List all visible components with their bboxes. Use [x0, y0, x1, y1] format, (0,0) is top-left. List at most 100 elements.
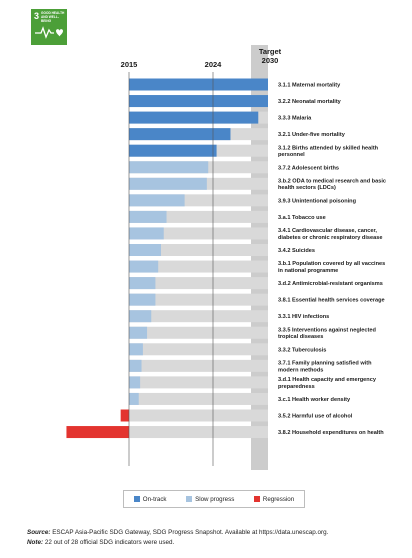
bar-regression — [120, 409, 129, 422]
indicator-label-line: health sectors (LDCs) — [278, 185, 336, 191]
indicator-label-line: in national programme — [278, 268, 338, 274]
legend-label-on-track: On-track — [142, 495, 167, 503]
indicator-label-line: 3.7.1 Family planning satisfied with — [278, 361, 372, 367]
note-label: Note: — [27, 538, 44, 546]
bar-on-track — [129, 95, 268, 108]
bar-track — [129, 359, 268, 372]
indicator-label-line: 3.b.2 ODA to medical research and basic — [278, 178, 386, 184]
source-label: Source: — [27, 529, 51, 536]
indicator-label-line: 3.2.2 Neonatal mortality — [278, 99, 342, 105]
bar-on-track — [129, 111, 259, 124]
bar-on-track — [129, 78, 268, 91]
legend-swatch-on-track — [133, 496, 140, 502]
bar-slow — [129, 177, 207, 190]
indicator-label: 3.2.2 Neonatal mortality — [278, 99, 342, 105]
legend-swatch-slow-progress — [186, 496, 193, 502]
bar-slow — [129, 244, 161, 256]
bar-slow — [129, 161, 209, 174]
bar-slow — [129, 310, 152, 323]
goal-number: 3 — [34, 11, 40, 21]
bar-track — [129, 244, 268, 256]
indicator-label-line: 3.8.2 Household expenditures on health — [278, 430, 384, 436]
indicator-label: 3.5.2 Harmful use of alcohol — [278, 414, 353, 420]
current-year-label: 2024 — [205, 60, 223, 69]
bar-slow — [129, 392, 139, 405]
indicator-label: 3.7.1 Family planning satisfied with mode… — [278, 361, 372, 374]
bar-slow — [129, 359, 142, 372]
bar-slow — [129, 343, 143, 356]
indicator-label-line: 3.7.2 Adolescent births — [278, 165, 339, 171]
legend-item-regression: Regression — [253, 495, 295, 503]
indicator-label: 3.b.1 Population covered by all vaccines… — [278, 261, 385, 274]
bar-regression — [66, 426, 129, 439]
indicator-label-line: preparedness — [278, 384, 315, 390]
bar-track — [129, 277, 268, 290]
indicator-label-line: personnel — [278, 152, 305, 158]
bar-track — [129, 376, 268, 389]
indicator-label-line: 3.8.1 Essential health services coverage — [278, 298, 385, 304]
indicator-label: 3.1.2 Births attended by skilled health p… — [278, 145, 379, 158]
source-note: Source: ESCAP Asia-Pacific SDG Gateway, … — [27, 528, 328, 538]
legend-item-on-track: On-track — [133, 495, 167, 503]
indicator-label-line: 3.4.2 Suicides — [278, 248, 315, 254]
indicator-label-line: 3.5.2 Harmful use of alcohol — [278, 414, 353, 420]
indicator-label: 3.3.3 Malaria — [278, 116, 312, 122]
indicator-label: 3.4.2 Suicides — [278, 248, 315, 254]
indicator-label-line: 3.b.1 Population covered by all vaccines — [278, 261, 385, 267]
indicator-label: 3.2.1 Under-five mortality — [278, 132, 346, 138]
indicator-label-line: 3.2.1 Under-five mortality — [278, 132, 346, 138]
legend: On-track Slow progress Regression — [123, 490, 305, 508]
indicator-label-line: 3.4.1 Cardiovascular disease, cancer, — [278, 228, 377, 234]
bar-slow — [129, 277, 156, 290]
progress-chart: Target 2030 2015 2024 3.1.1 Maternal mor… — [66, 45, 386, 470]
indicator-label-line: 3.9.3 Unintentional poisoning — [278, 198, 357, 204]
target-label-line2: 2030 — [262, 56, 279, 65]
indicator-label-line: modern methods — [278, 367, 323, 373]
indicator-label: 3.4.1 Cardiovascular disease, cancer, dia… — [278, 228, 382, 241]
indicator-label: 3.3.1 HIV infections — [278, 314, 329, 320]
bar-slow — [129, 227, 164, 240]
indicator-label: 3.d.1 Health capacity and emergency prepa… — [278, 377, 377, 390]
bar-on-track — [129, 128, 231, 141]
bar-on-track — [129, 144, 217, 157]
bar-track — [129, 409, 268, 422]
note-line: Note: 22 out of 28 official SDG indicato… — [27, 538, 328, 548]
bar-slow — [129, 260, 159, 273]
indicator-label: 3.c.1 Health worker density — [278, 397, 351, 403]
legend-swatch-regression — [253, 496, 260, 502]
indicator-label: 3.8.2 Household expenditures on health — [278, 430, 384, 436]
legend-item-slow-progress: Slow progress — [186, 496, 234, 503]
note-text: 22 out of 28 official SDG indicators wer… — [43, 538, 175, 546]
indicator-label: 3.8.1 Essential health services coverage — [278, 298, 385, 304]
legend-label-regression: Regression — [262, 495, 295, 503]
goal-title: GOOD HEALTH AND WELL-BEING — [41, 11, 65, 23]
indicator-label: 3.b.2 ODA to medical research and basic h… — [278, 178, 386, 191]
indicator-label-line: 3.3.1 HIV infections — [278, 314, 329, 320]
indicator-label-line: 3.1.2 Births attended by skilled health — [278, 145, 379, 151]
bar-track — [129, 343, 268, 356]
bar-slow — [129, 293, 156, 306]
bar-slow — [129, 194, 185, 207]
indicator-label: 3.d.2 Antimicrobial-resistant organisms — [278, 281, 383, 287]
bar-track — [129, 310, 268, 323]
indicator-label-line: 3.d.2 Antimicrobial-resistant organisms — [278, 281, 383, 287]
heartbeat-icon — [35, 26, 63, 39]
indicator-label-line: diabetes or chronic respiratory disease — [278, 235, 382, 241]
indicator-label-line: 3.3.5 Interventions against neglected — [278, 327, 377, 333]
target-2030-column — [251, 45, 268, 470]
bar-track — [129, 326, 268, 339]
indicator-label-line: 3.c.1 Health worker density — [278, 397, 351, 403]
bar-track — [129, 293, 268, 306]
bar-track — [129, 260, 268, 273]
bar-slow — [129, 210, 167, 223]
target-label-line1: Target — [259, 47, 282, 56]
bar-slow — [129, 376, 141, 389]
start-year-label: 2015 — [121, 60, 138, 69]
indicator-label-line: 3.a.1 Tobacco use — [278, 215, 326, 221]
bar-slow — [129, 326, 148, 339]
indicator-label: 3.3.5 Interventions against neglected tro… — [278, 327, 377, 340]
indicator-label: 3.9.3 Unintentional poisoning — [278, 198, 357, 204]
sdg-goal-badge: 3 GOOD HEALTH AND WELL-BEING — [31, 9, 67, 45]
indicator-label-line: 3.d.1 Health capacity and emergency — [278, 377, 377, 383]
indicator-label-line: 3.1.1 Maternal mortality — [278, 83, 341, 89]
